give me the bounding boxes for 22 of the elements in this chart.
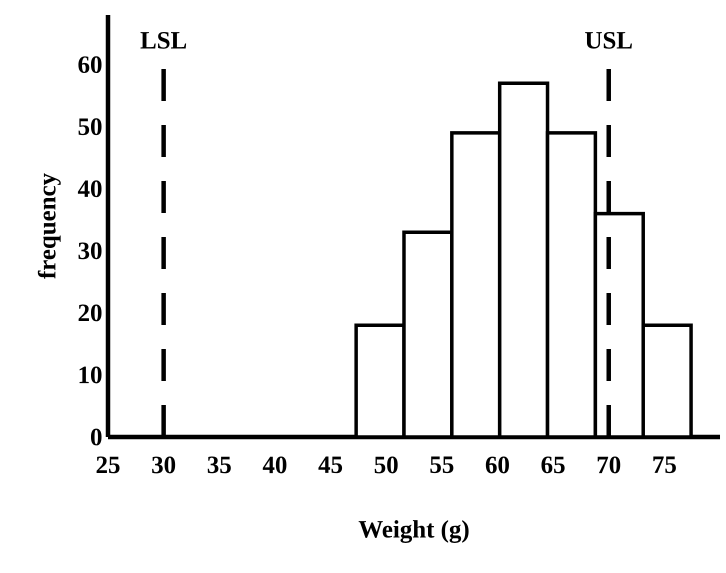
y-tick-label: 20	[78, 304, 102, 322]
x-tick-label: 55	[430, 456, 454, 474]
y-tick-label: 0	[90, 428, 102, 446]
y-tick-label: 40	[78, 180, 102, 198]
x-tick-label: 40	[262, 456, 286, 474]
y-tick-label: 30	[78, 242, 102, 260]
x-tick-label: 45	[318, 456, 342, 474]
y-tick-label: 50	[78, 118, 102, 136]
y-axis-title: frequency	[38, 173, 61, 279]
y-tick-label: 60	[78, 56, 102, 74]
x-tick-label: 50	[374, 456, 398, 474]
x-tick-label: 65	[541, 456, 565, 474]
x-tick-label: 75	[653, 456, 676, 474]
ref-line-label: LSL	[140, 32, 186, 49]
x-tick-label: 25	[96, 456, 120, 474]
x-tick-label: 60	[486, 456, 509, 474]
x-tick-label: 35	[208, 456, 231, 474]
x-tick-label: 70	[598, 456, 620, 474]
x-tick-label: 30	[152, 456, 176, 474]
x-axis-title: Weight (g)	[358, 520, 469, 543]
ref-line-label: USL	[585, 32, 632, 49]
y-tick-label: 10	[80, 366, 102, 384]
